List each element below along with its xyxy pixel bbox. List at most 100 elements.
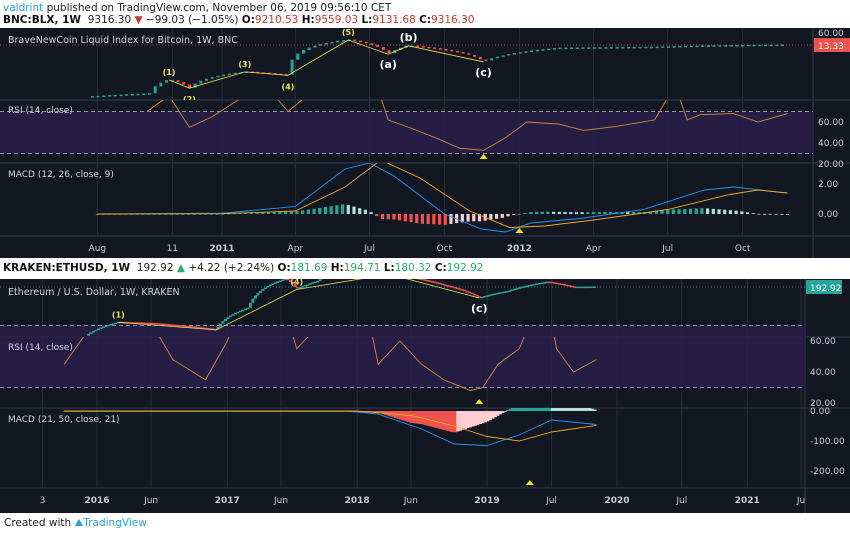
x-tick-label: Aug <box>89 244 107 254</box>
macd-histogram-bar <box>570 408 575 411</box>
macd-histogram-bar <box>437 214 442 225</box>
macd-histogram-bar <box>411 411 415 424</box>
btc-chart[interactable]: Aug 11 2011 Apr Jul Oct 2012 Apr Jul Oct (1) (2) (3)… <box>0 28 850 260</box>
macd-histogram-bar <box>415 214 419 224</box>
macd-histogram-bar <box>283 211 288 214</box>
candle <box>562 284 566 286</box>
macd-histogram-bar <box>717 209 721 214</box>
candle <box>537 282 541 285</box>
candle <box>125 94 129 96</box>
macd-histogram-bar <box>318 207 322 214</box>
candle <box>433 281 437 284</box>
high-label: H: <box>301 14 315 26</box>
candle <box>102 95 106 97</box>
macd-histogram-bar <box>511 408 515 411</box>
macd-histogram-bar <box>451 411 455 433</box>
x-tick-label: 2020 <box>604 496 629 506</box>
candle <box>161 323 165 326</box>
candle <box>187 84 191 88</box>
wave-line[interactable] <box>118 279 480 331</box>
author-link[interactable]: valdrint <box>3 2 44 14</box>
macd-histogram-bar <box>557 211 561 214</box>
candle <box>273 282 277 284</box>
eth-chart[interactable]: 3 2016 Jun 2017 Jun 2018 Jun 2019 Jul 2020 Jul 2021… <box>0 279 850 515</box>
macd-histogram-bar <box>555 408 560 411</box>
candle <box>306 284 310 286</box>
candle <box>445 284 449 287</box>
macd-histogram-bar <box>449 214 453 224</box>
candle <box>288 279 292 282</box>
candle <box>450 286 454 288</box>
candle <box>455 287 459 290</box>
candle <box>376 44 380 48</box>
candle <box>615 47 619 49</box>
wave-line[interactable] <box>168 39 484 89</box>
close-label: C: <box>419 14 432 26</box>
candle <box>672 46 676 48</box>
candle <box>512 288 516 291</box>
candle <box>781 44 785 47</box>
candle <box>106 324 110 327</box>
macd-histogram-bar <box>545 408 550 411</box>
candle <box>520 286 524 289</box>
macd-histogram-bar <box>456 411 460 432</box>
macd-histogram-bar <box>503 411 507 412</box>
candle <box>253 295 257 299</box>
candle <box>581 47 585 49</box>
candle <box>241 309 245 312</box>
tradingview-link[interactable]: TradingView <box>83 517 147 529</box>
macd-histogram-bar <box>403 214 407 222</box>
macd-histogram-bar <box>376 411 380 413</box>
macd-histogram-bar <box>478 411 482 425</box>
candle <box>194 326 198 329</box>
candle <box>222 74 226 77</box>
wave-label: (4) <box>290 279 303 287</box>
price-badge-label: 192.92 <box>810 284 842 294</box>
candle <box>689 45 693 48</box>
macd-histogram-bar <box>573 408 577 411</box>
macd-histogram-bar <box>278 211 282 214</box>
candle <box>587 286 591 289</box>
macd-histogram-bar <box>466 214 470 222</box>
chart-title: BraveNewCoin Liquid Index for Bitcoin, 1… <box>8 35 238 46</box>
candle <box>96 328 100 331</box>
macd-histogram-bar <box>381 411 385 415</box>
candle <box>423 279 427 281</box>
candle <box>223 319 227 322</box>
macd-histogram-bar <box>481 411 485 424</box>
candle <box>319 44 323 46</box>
macd-histogram-bar <box>609 212 613 214</box>
macd-histogram-bar <box>512 214 516 215</box>
candle <box>644 46 648 49</box>
candle <box>307 47 311 51</box>
macd-histogram-bar <box>558 408 562 411</box>
candle <box>515 288 519 290</box>
candle <box>387 49 391 54</box>
last-price: 9316.30 <box>87 14 132 26</box>
x-tick-label: 2011 <box>209 244 234 254</box>
price-change: +4.22 (+2.24%) <box>188 262 275 274</box>
candle <box>540 282 544 284</box>
macd-axis-label: 2.00 <box>818 180 838 190</box>
candle <box>480 296 484 299</box>
macd-line <box>64 410 597 446</box>
macd-histogram-bar <box>392 214 396 220</box>
macd-histogram-bar <box>421 411 425 425</box>
macd-histogram-bar <box>244 213 248 214</box>
candle <box>565 284 569 287</box>
macd-histogram-bar <box>569 212 573 214</box>
wave-label: (c) <box>471 302 488 315</box>
x-tick-label: 2016 <box>84 496 109 506</box>
macd-histogram-bar <box>620 212 624 214</box>
candle <box>478 296 482 298</box>
candle <box>465 290 469 293</box>
macd-histogram-bar <box>221 213 225 215</box>
symbol: BNC:BLX, 1W <box>3 14 82 26</box>
candle <box>557 283 561 285</box>
macd-axis-label: -100.00 <box>810 437 845 447</box>
macd-histogram-bar <box>648 211 653 214</box>
macd-histogram-bar <box>700 208 704 214</box>
macd-histogram-bar <box>426 214 430 225</box>
candle <box>149 322 153 325</box>
candle <box>176 80 180 83</box>
